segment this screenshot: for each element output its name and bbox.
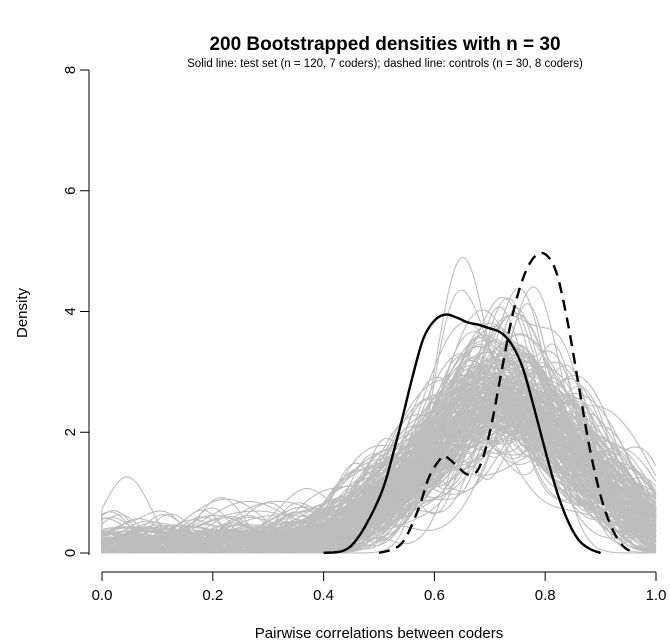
bootstrap-density-line	[101, 362, 657, 554]
test-set-density-line	[323, 313, 602, 555]
y-tick-label: 6	[62, 187, 79, 195]
bootstrap-density-line	[101, 383, 657, 554]
chart-subtitle: Solid line: test set (n = 120, 7 coders)…	[187, 58, 583, 70]
y-tick-label: 8	[62, 66, 79, 74]
x-tick-label: 0.0	[92, 587, 113, 604]
y-tick-label: 4	[62, 307, 79, 315]
bootstrap-density-lines	[101, 256, 657, 554]
x-tick-label: 0.4	[313, 587, 334, 604]
bootstrap-density-line	[101, 345, 657, 553]
x-axis-label: Pairwise correlations between coders	[255, 625, 503, 642]
x-tick-label: 0.6	[424, 587, 445, 604]
bootstrap-density-line	[101, 430, 657, 548]
bootstrap-density-line	[101, 376, 657, 554]
y-tick-label: 0	[62, 549, 79, 557]
main-density-series	[323, 251, 635, 555]
bootstrap-density-line	[101, 387, 657, 554]
chart-title: 200 Bootstrapped densities with n = 30	[209, 34, 560, 55]
y-axis-label: Density	[14, 287, 31, 338]
bootstrap-density-line	[101, 383, 657, 550]
y-tick-label: 2	[62, 428, 79, 436]
x-tick-label: 0.2	[202, 587, 223, 604]
bootstrap-density-line	[101, 419, 657, 553]
bootstrap-density-line	[101, 256, 657, 554]
x-axis-ticks: 0.0 0.2 0.4 0.6 0.8 1.0	[92, 572, 667, 604]
x-tick-label: 1.0	[646, 587, 667, 604]
y-axis-ticks: 0 2 4 6 8	[62, 66, 89, 557]
controls-density-line	[378, 251, 635, 555]
bootstrap-density-line	[101, 312, 657, 554]
x-tick-label: 0.8	[535, 587, 556, 604]
